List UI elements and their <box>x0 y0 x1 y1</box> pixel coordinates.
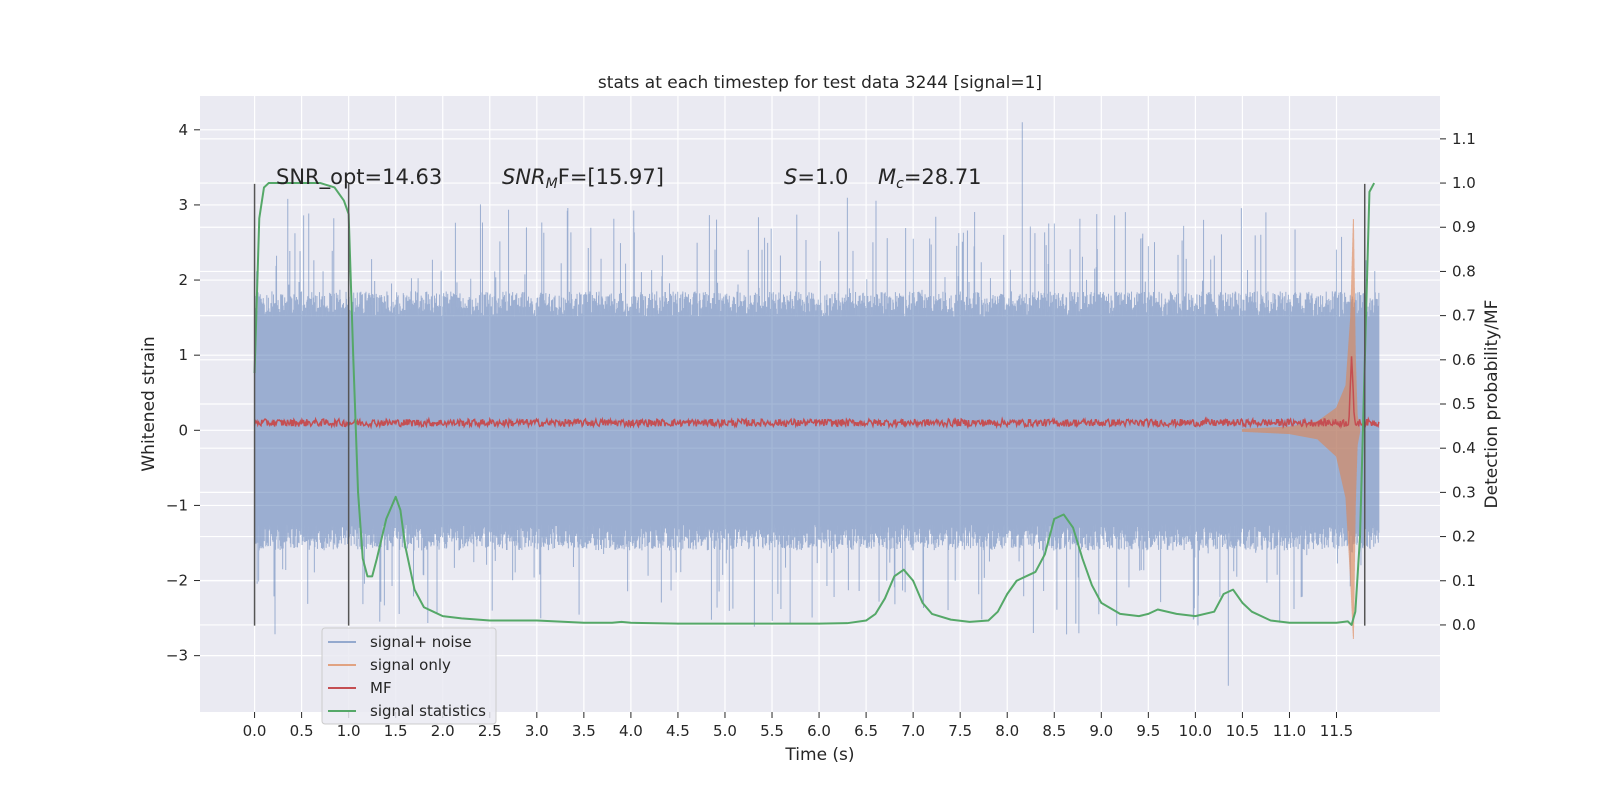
annotation-snr-mf-value: F=[15.97] <box>558 165 664 189</box>
x-tick-label: 9.0 <box>1089 722 1113 740</box>
y-tick-label-right: 1.1 <box>1452 130 1476 148</box>
x-tick-label: 6.5 <box>854 722 878 740</box>
legend-label: signal statistics <box>370 702 486 720</box>
x-tick-label: 3.5 <box>572 722 596 740</box>
annotation-snr-opt: SNR_opt=14.63 <box>276 165 442 190</box>
series-mf <box>253 356 1380 430</box>
series-layer <box>253 122 1380 686</box>
annotation-mc-value: =28.71 <box>904 165 982 189</box>
x-tick-label: 5.0 <box>713 722 737 740</box>
x-tick-label: 3.0 <box>525 722 549 740</box>
annotation-mc-subscript: c <box>896 176 904 192</box>
y-tick-label: −2 <box>166 572 188 590</box>
legend-label: signal+ noise <box>370 633 472 651</box>
y-tick-label-right: 0.6 <box>1452 351 1476 369</box>
y-axis-label-left: Whitened strain <box>139 336 159 471</box>
y-tick-label-right: 0.8 <box>1452 262 1476 280</box>
x-tick-label: 8.5 <box>1042 722 1066 740</box>
x-tick-label: 4.0 <box>619 722 643 740</box>
annotation-mc: Mc=28.71 <box>878 165 982 192</box>
y-tick-label: 1 <box>178 346 188 364</box>
legend-label: signal only <box>370 656 451 674</box>
y-tick-label: −3 <box>166 647 188 665</box>
legend-box <box>321 627 497 725</box>
annotation-s: S=1.0 <box>784 165 848 189</box>
x-tick-label: 2.0 <box>431 722 455 740</box>
x-axis: 0.0 0.5 1.0 1.5 2.0 2.5 3.0 3.5 4.0 4.5 5.0 5.5 6.0 6… <box>243 712 1353 740</box>
vertical-markers <box>253 183 1366 626</box>
y-tick-label: 0 <box>178 421 188 439</box>
x-tick-label: 0.0 <box>243 722 267 740</box>
x-tick-label: 0.5 <box>290 722 314 740</box>
x-tick-label: 10.0 <box>1179 722 1212 740</box>
y-tick-label: 3 <box>178 196 188 214</box>
legend: signal+ noise signal only MF signal statist… <box>321 627 497 725</box>
x-tick-label: 1.0 <box>337 722 361 740</box>
x-tick-label: 8.0 <box>995 722 1019 740</box>
x-tick-label: 11.5 <box>1320 722 1353 740</box>
y-tick-label-right: 0.0 <box>1452 616 1476 634</box>
annotation-mc-symbol: M <box>878 165 896 189</box>
chart-title: stats at each timestep for test data 324… <box>598 73 1042 93</box>
y-tick-label-right: 0.3 <box>1452 483 1476 501</box>
annotation-snr-mf: SNRMF=[15.97] <box>502 165 664 192</box>
y-tick-label-right: 0.4 <box>1452 439 1476 457</box>
x-tick-label: 5.5 <box>760 722 784 740</box>
annotation-s-value: =1.0 <box>797 165 848 189</box>
y-tick-label-right: 0.7 <box>1452 307 1476 325</box>
x-tick-label: 1.5 <box>384 722 408 740</box>
y-tick-label: 4 <box>178 121 188 139</box>
x-tick-label: 7.0 <box>901 722 925 740</box>
y-tick-label: −1 <box>166 496 188 514</box>
y-tick-label: 2 <box>178 271 188 289</box>
y-axis-right: 0.0 0.1 0.2 0.3 0.4 0.5 0.6 0.7 0.8 0.9 1.0 1.1 <box>1440 130 1476 634</box>
x-tick-label: 7.5 <box>948 722 972 740</box>
y-tick-label-right: 0.2 <box>1452 528 1476 546</box>
x-tick-label: 2.5 <box>478 722 502 740</box>
series-signal-only <box>1241 219 1361 639</box>
legend-label: MF <box>370 679 392 697</box>
series-signal-statistics <box>253 182 1376 626</box>
y-axis-left: −3 −2 −1 0 1 2 3 4 <box>166 121 200 665</box>
x-tick-label: 4.5 <box>666 722 690 740</box>
y-tick-label-right: 0.1 <box>1452 572 1476 590</box>
x-tick-label: 9.5 <box>1136 722 1160 740</box>
x-tick-label: 11.0 <box>1273 722 1306 740</box>
y-tick-label-right: 0.9 <box>1452 218 1476 236</box>
annotation-snr-mf-subscript: M <box>546 176 558 192</box>
annotation-snr-mf-symbol: SNR <box>502 165 546 189</box>
annotation-s-symbol: S <box>784 165 797 189</box>
x-axis-label: Time (s) <box>784 745 854 765</box>
x-tick-label: 10.5 <box>1226 722 1259 740</box>
y-axis-label-right: Detection probability/MF <box>1482 300 1502 509</box>
x-tick-label: 6.0 <box>807 722 831 740</box>
y-tick-label-right: 1.0 <box>1452 174 1476 192</box>
y-tick-label-right: 0.5 <box>1452 395 1476 413</box>
